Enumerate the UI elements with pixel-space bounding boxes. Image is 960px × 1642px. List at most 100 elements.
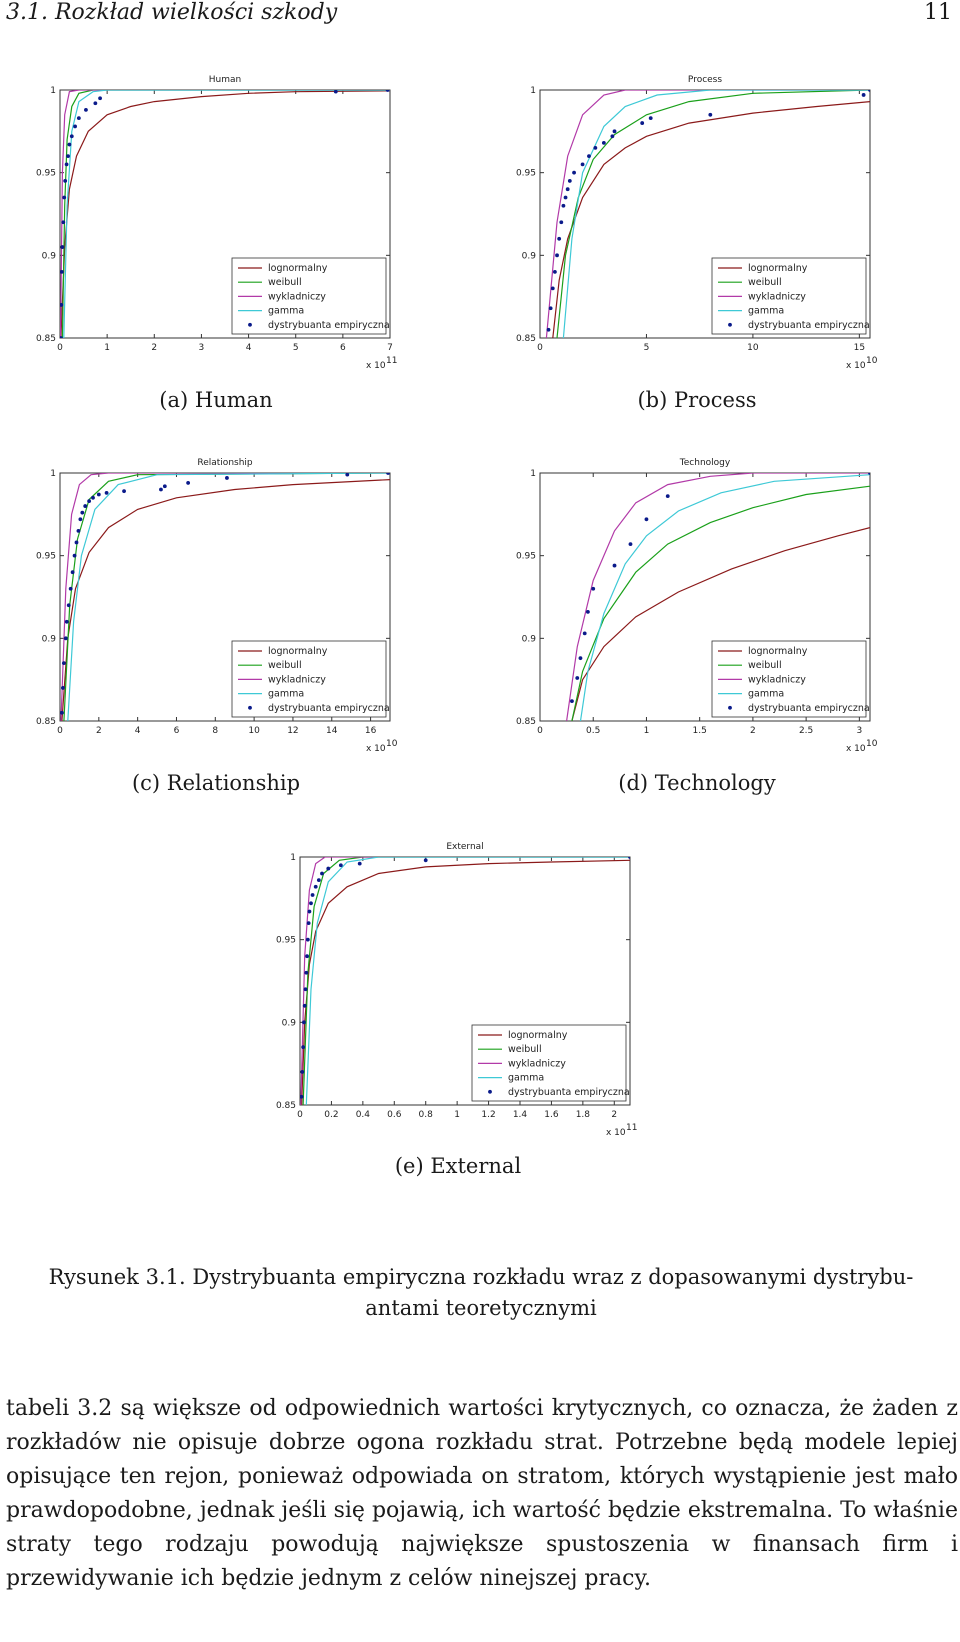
x-tick-label: 1.2 [481, 1110, 495, 1120]
empirical-point [572, 170, 576, 175]
empirical-point [570, 699, 574, 704]
empirical-point [559, 220, 564, 225]
running-head: 3.1. Rozkład wielkości szkody [6, 0, 338, 25]
chart-external-svg: External 0.85 0.9 0.95 1 0 0.2 0.4 0.6 0.8 1 1.2 1.4… [276, 842, 638, 1138]
empirical-point [76, 528, 81, 533]
plot-human: Human 0.85 0.9 0.95 1 0 1 2 3 4 5 6 7 x 10 11 lognormal… [28, 60, 408, 380]
x-exponent-label: x 10 [846, 361, 866, 371]
empirical-point [305, 954, 309, 959]
legend-swatch-point [248, 705, 252, 710]
body-text: tabeli 3.2 są większe od odpowiednich wa… [6, 1392, 958, 1596]
empirical-point [610, 134, 615, 139]
x-tick-label: 3 [856, 726, 862, 736]
legend-label: dystrybuanta empiryczna [268, 320, 390, 331]
legend-label: wykladniczy [508, 1058, 566, 1069]
plot-relationship: Relationship 0.85 0.9 0.95 1 0 2 4 6 8 10 12 14 16 x 1… [28, 443, 408, 763]
chart-human-svg: Human 0.85 0.9 0.95 1 0 1 2 3 4 5 6 7x 10 11 lognormal… [36, 75, 398, 371]
empirical-point [861, 93, 866, 97]
legend-label: wykladniczy [268, 291, 326, 302]
x-tick-label: 4 [246, 343, 252, 353]
empirical-point [644, 517, 649, 522]
empirical-point [593, 145, 598, 150]
legend-label: dystrybuanta empiryczna [748, 320, 870, 331]
empirical-point [563, 195, 568, 200]
empirical-point [66, 154, 70, 159]
empirical-point [567, 179, 572, 183]
series-line-lognormalny [571, 527, 870, 721]
empirical-point [69, 134, 74, 139]
series-line-wykladniczy [545, 90, 870, 338]
empirical-point [302, 1020, 306, 1025]
x-tick-label: 2 [96, 726, 102, 736]
x-tick-label: 0 [57, 343, 63, 353]
x-exponent-power: 11 [386, 356, 397, 366]
x-tick-label: 0 [57, 726, 63, 736]
x-tick-label: 14 [326, 726, 338, 736]
x-tick-label: 4 [135, 726, 141, 736]
legend-label: weibull [268, 277, 302, 288]
y-tick-label: 0.95 [516, 552, 536, 562]
empirical-point [84, 107, 88, 112]
empirical-point [306, 921, 311, 926]
empirical-point [60, 336, 63, 338]
empirical-point [708, 112, 713, 117]
x-exponent-power: 11 [626, 1123, 637, 1133]
subcaption-b: (b) Process [637, 388, 757, 412]
empirical-point [70, 570, 75, 575]
x-tick-label: 5 [293, 343, 299, 353]
plot-technology: Technology 0.85 0.9 0.95 1 0 0.5 1 1.5 2 2.5 3 x 10 1… [508, 443, 888, 763]
y-tick-label: 0.85 [276, 1101, 296, 1111]
x-exponent-label: x 10 [606, 1128, 626, 1138]
empirical-point [357, 861, 362, 866]
empirical-point [587, 154, 591, 159]
empirical-point [61, 220, 66, 225]
x-tick-label: 6 [174, 726, 180, 736]
x-tick-label: 0.2 [324, 1110, 338, 1120]
legend-label: wykladniczy [268, 674, 326, 685]
x-exponent-label: x 10 [366, 744, 386, 754]
empirical-point [302, 1003, 307, 1008]
empirical-point [307, 909, 312, 914]
x-tick-label: 5 [644, 343, 650, 353]
empirical-point [96, 492, 101, 497]
series-line-wykladniczy [300, 857, 630, 1105]
legend-label: gamma [508, 1073, 544, 1084]
y-tick-label: 1 [530, 469, 536, 479]
empirical-point [304, 970, 309, 975]
y-tick-label: 1 [50, 469, 56, 479]
empirical-point [62, 195, 67, 200]
empirical-point [612, 129, 617, 134]
legend-label: lognormalny [508, 1030, 568, 1041]
legend-swatch-point [248, 322, 252, 327]
empirical-point [640, 121, 645, 125]
legend-label: lognormalny [268, 263, 328, 274]
x-tick-label: 1.8 [576, 1110, 591, 1120]
empirical-point [546, 327, 551, 332]
empirical-point [665, 494, 670, 499]
x-tick-label: 7 [387, 343, 393, 353]
empirical-point [868, 473, 870, 475]
empirical-point [565, 187, 570, 192]
series-line-wykladniczy [60, 90, 390, 338]
x-exponent-power: 10 [386, 739, 398, 749]
empirical-point [582, 631, 587, 636]
legend-label: gamma [268, 306, 304, 317]
series-line-gamma [562, 90, 870, 338]
empirical-point [316, 878, 321, 883]
figure-label: Rysunek 3.1. [48, 1265, 186, 1289]
figure-caption: Rysunek 3.1. Dystrybuanta empiryczna roz… [6, 1262, 956, 1324]
empirical-point [310, 893, 315, 897]
series-line-weibull [61, 90, 390, 338]
x-tick-label: 0 [537, 343, 543, 353]
empirical-point [578, 656, 583, 661]
empirical-point [162, 484, 167, 489]
x-tick-label: 1 [454, 1110, 460, 1120]
empirical-point [561, 203, 566, 208]
legend-label: weibull [748, 660, 782, 671]
empirical-point [91, 495, 95, 500]
x-tick-label: 2 [611, 1110, 617, 1120]
legend-label: gamma [748, 306, 784, 317]
y-tick-label: 0.95 [36, 552, 56, 562]
